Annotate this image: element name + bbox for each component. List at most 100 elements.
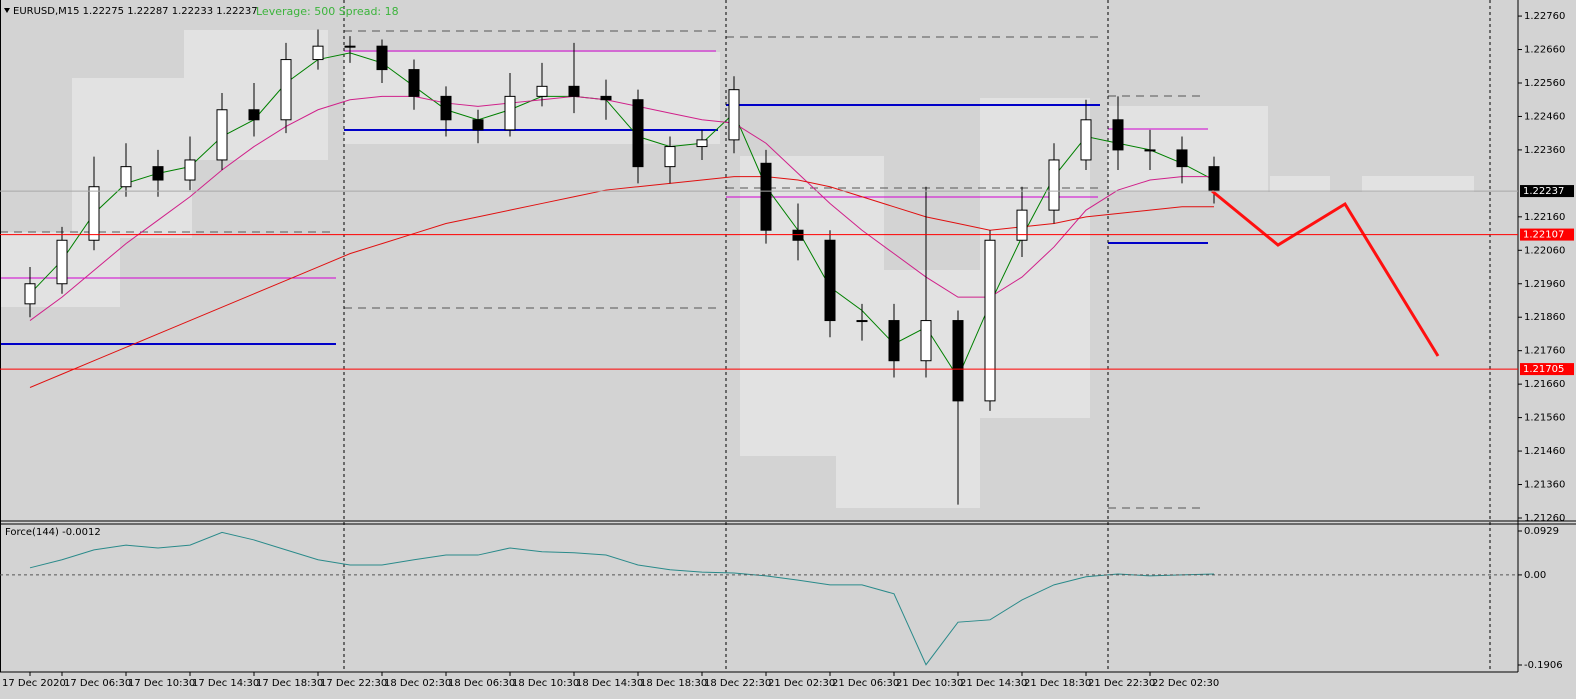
candle-body (888, 320, 900, 362)
candle-body (1144, 149, 1156, 152)
indicator-line (29, 95, 1214, 321)
candle-body (1048, 159, 1060, 211)
y-tick-label: 1.22060 (1524, 245, 1565, 256)
candle-body (792, 229, 804, 241)
x-tick-label: 18 Dec 18:30 (640, 678, 707, 689)
y-tick-label: 1.21660 (1524, 379, 1565, 390)
candle-body (760, 162, 772, 231)
candle-body (344, 45, 356, 48)
candle-body (312, 45, 324, 61)
y-tick-label: 1.22360 (1524, 145, 1565, 156)
candle-body (1016, 209, 1028, 241)
candle-body (600, 95, 612, 101)
frame (0, 0, 1576, 673)
candle-body (664, 146, 676, 168)
indicator-line (29, 531, 1215, 666)
y-tick-label: -0.1906 (1524, 660, 1563, 671)
candle-body (88, 186, 100, 241)
zone (344, 52, 720, 144)
y-tick-label: 0.0929 (1524, 526, 1559, 537)
y-tick-label: 1.21960 (1524, 279, 1565, 290)
candle-body (920, 320, 932, 362)
last-price-tag (1520, 185, 1574, 198)
x-tick-label: 21 Dec 22:30 (1088, 678, 1155, 689)
y-tick-label: 1.21260 (1524, 513, 1565, 524)
x-tick-label: 18 Dec 10:30 (512, 678, 579, 689)
zone (1270, 176, 1330, 192)
candle-body (408, 69, 420, 97)
x-tick-label: 18 Dec 02:30 (384, 678, 451, 689)
candle-body (1176, 149, 1188, 168)
zone (184, 30, 328, 160)
x-tick-label: 17 Dec 14:30 (192, 678, 259, 689)
y-tick-label: 1.21360 (1524, 480, 1565, 491)
candle-body (504, 95, 516, 131)
candle-body (856, 320, 868, 323)
last-price-label: 1.22237 (1523, 186, 1564, 197)
y-tick-label: 1.22760 (1524, 11, 1565, 22)
candle-body (1080, 119, 1092, 161)
x-tick-label: 18 Dec 14:30 (576, 678, 643, 689)
y-tick-label: 1.21460 (1524, 446, 1565, 457)
y-tick-label: 1.22460 (1524, 111, 1565, 122)
candle-body (248, 109, 260, 121)
x-tick-label: 21 Dec 14:30 (960, 678, 1027, 689)
price-level-tag (1520, 228, 1574, 241)
y-tick-label: 1.22660 (1524, 45, 1565, 56)
x-tick-label: 17 Dec 06:30 (64, 678, 131, 689)
y-tick-label: 1.21860 (1524, 312, 1565, 323)
x-tick-label: 21 Dec 18:30 (1024, 678, 1091, 689)
x-tick-label: 18 Dec 06:30 (448, 678, 515, 689)
candle-body (1112, 119, 1124, 151)
candle-body (1208, 166, 1220, 192)
candle-body (824, 239, 836, 322)
indicator-title: Force(144) -0.0012 (5, 527, 101, 538)
y-tick-label: 1.22560 (1524, 78, 1565, 89)
candle-body (216, 109, 228, 161)
candle-body (376, 45, 388, 71)
zone (980, 98, 1090, 418)
account-info: Leverage: 500 Spread: 18 (256, 5, 399, 18)
drawings (0, 30, 1208, 509)
forecast-drawing (1211, 189, 1440, 357)
zone (1362, 176, 1474, 192)
candle-body (184, 159, 196, 181)
symbol-header: EURUSD,M15 1.22275 1.22287 1.22233 1.222… (13, 6, 258, 17)
candle-body (568, 85, 580, 97)
zones (0, 30, 1474, 508)
y-tick-label: 0.00 (1524, 570, 1546, 581)
price-level-label: 1.22107 (1523, 230, 1564, 241)
menu-arrow[interactable] (4, 8, 10, 13)
price-level-tag (1520, 363, 1574, 376)
separators (343, 0, 1491, 672)
x-tick-label: 21 Dec 06:30 (832, 678, 899, 689)
x-tick-label: 18 Dec 22:30 (704, 678, 771, 689)
candle-body (280, 59, 292, 121)
x-tick-label: 17 Dec 10:30 (128, 678, 195, 689)
plot (24, 29, 1220, 666)
candle-body (536, 85, 548, 97)
candle-body (56, 239, 68, 285)
y-tick-label: 1.21560 (1524, 413, 1565, 424)
zone (1108, 106, 1268, 192)
candle-body (728, 89, 740, 141)
y-tick-label: 1.22160 (1524, 212, 1565, 223)
candle-body (696, 139, 708, 148)
y-tick-label: 1.21760 (1524, 346, 1565, 357)
x-tick-label: 17 Dec 18:30 (256, 678, 323, 689)
x-tick-label: 21 Dec 10:30 (896, 678, 963, 689)
price-level-label: 1.21705 (1523, 364, 1564, 375)
candle-body (632, 99, 644, 168)
x-tick-label: 21 Dec 02:30 (768, 678, 835, 689)
x-tick-label: 17 Dec 22:30 (320, 678, 387, 689)
candle-body (120, 166, 132, 188)
candle-body (440, 95, 452, 121)
x-tick-label: 22 Dec 02:30 (1152, 678, 1219, 689)
candle-body (152, 166, 164, 181)
x-tick-label: 17 Dec 2020 (2, 678, 66, 689)
candle-body (472, 119, 484, 131)
candle-body (984, 239, 996, 402)
candle-body (24, 283, 36, 305)
